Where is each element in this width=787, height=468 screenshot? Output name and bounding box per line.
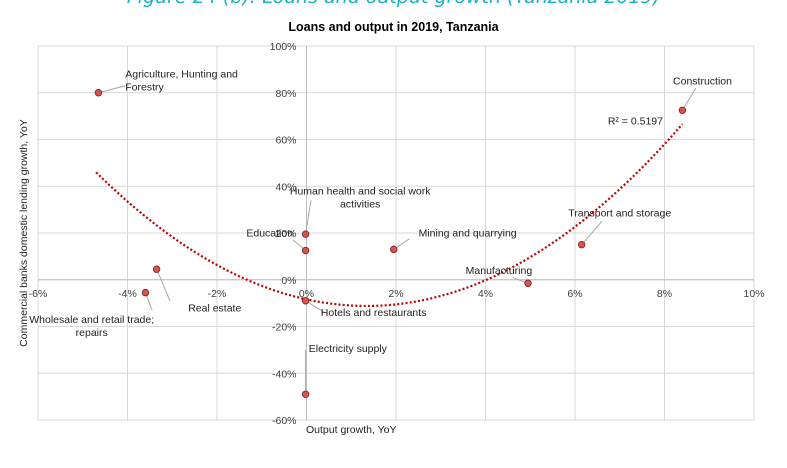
x-tick-label: -6% [29,288,48,300]
point-label: Construction [673,76,732,88]
y-tick-label: 40% [275,181,296,193]
x-axis-title: Output growth, YoY [306,424,396,436]
point-label: Mining and quarrying [419,228,517,240]
point-label: Hotels and restaurants [321,307,427,319]
data-point [301,390,310,398]
point-label: Transport and storage [568,208,671,220]
y-tick-label: 80% [275,88,296,100]
x-tick-label: 8% [657,288,672,300]
y-tick-label: 60% [275,135,296,147]
x-tick-label: -2% [208,288,227,300]
x-tick-label: 0% [299,288,314,300]
data-point [152,265,161,273]
y-tick-label: 100% [270,41,297,53]
point-label: Education [246,228,293,240]
point-label: Manufacturing [466,265,533,277]
x-tick-label: 4% [478,288,493,300]
leader-line [98,85,126,94]
y-tick-label: 20% [275,228,296,240]
x-tick-label: 6% [567,288,582,300]
leader-line [581,220,603,246]
point-label: Real estate [188,302,241,314]
leader-line [156,269,171,301]
x-tick-label: -4% [118,288,137,300]
data-point [678,106,687,114]
y-axis-title: Commercial banks domestic lending growth… [18,119,30,347]
figure-caption: Figure 24 (b): Loans and output growth (… [0,0,787,8]
polynomial-trendline [95,123,684,308]
leader-line [681,87,697,111]
point-label: Electricity supply [309,343,388,355]
data-point [390,245,398,254]
data-point [141,288,150,297]
point-label: Wholesale and retail trade; repairs [29,314,154,339]
x-tick-label: 2% [388,288,403,300]
point-label: Agriculture, Hunting and Forestry [125,69,238,94]
y-tick-label: -60% [272,415,297,427]
y-tick-label: -40% [272,368,297,380]
y-tick-label: -20% [272,322,297,334]
data-point [301,230,310,238]
point-label: Human health and social work activities [290,185,431,210]
chart-title: Loans and output in 2019, Tanzania [288,20,499,34]
data-point [301,297,310,305]
y-tick-label: 0% [281,275,296,287]
data-point [301,246,310,255]
x-tick-label: 10% [743,288,764,300]
r2-label: R² = 0.5197 [608,115,663,127]
data-point [578,240,586,249]
data-point [94,89,103,97]
data-point [524,279,532,287]
leader-line [305,200,312,235]
